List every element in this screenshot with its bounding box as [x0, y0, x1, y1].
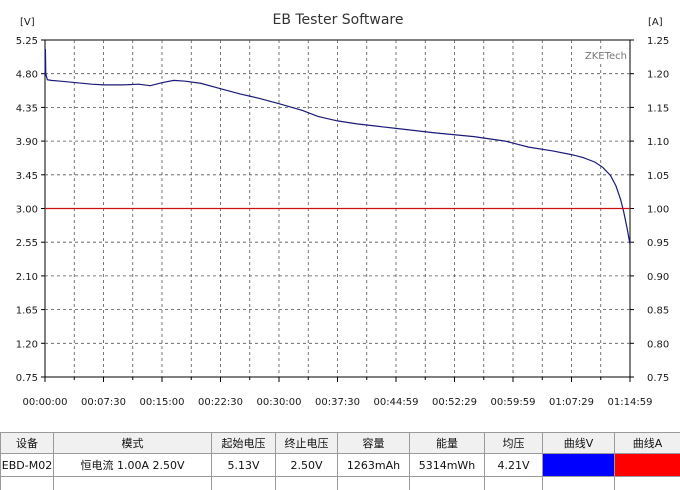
left-tick-label: 0.75: [16, 373, 38, 384]
curve-a-color-swatch[interactable]: [615, 454, 680, 477]
right-tick-label: 0.80: [647, 339, 669, 350]
left-tick-label: 1.65: [16, 306, 38, 317]
x-tick-label: 01:14:59: [608, 397, 653, 408]
right-tick-label: 0.90: [647, 272, 669, 283]
right-axis-labels: 1.25 1.20 1.15 1.10 1.05 1.00 0.95 0.90 0.85 0.80…: [647, 36, 669, 384]
table-row[interactable]: EBD-M02 恒电流 1.00A 2.50V 5.13V 2.50V 1263…: [1, 454, 680, 477]
right-unit-label: [A]: [648, 17, 663, 28]
voltage-current-chart: EB Tester Software [V] [A] ZKETech 5.25 4…: [0, 0, 680, 432]
header-mode: 模式: [54, 433, 212, 454]
right-tick-label: 1.05: [647, 171, 669, 182]
header-device: 设备: [1, 433, 54, 454]
cell-device: EBD-M02: [1, 454, 54, 477]
left-axis-labels: 5.25 4.80 4.35 3.90 3.45 3.00 2.55 2.10 1.65 1.20…: [16, 36, 38, 384]
table-header-row: 设备 模式 起始电压 终止电压 容量 能量 均压 曲线V 曲线A: [1, 433, 680, 454]
left-tick-label: 3.90: [16, 137, 38, 148]
cell-mode: 恒电流 1.00A 2.50V: [54, 454, 212, 477]
header-capacity: 容量: [338, 433, 410, 454]
header-avg-voltage: 均压: [485, 433, 543, 454]
right-tick-label: 1.25: [647, 36, 669, 47]
cell-capacity: 1263mAh: [338, 454, 410, 477]
right-tick-label: 0.75: [647, 373, 669, 384]
left-tick-label: 5.25: [16, 36, 38, 47]
empty-row: [1, 477, 680, 490]
curve-v-color-swatch[interactable]: [543, 454, 615, 477]
left-tick-label: 2.10: [16, 272, 38, 283]
watermark-label: ZKETech: [585, 51, 627, 62]
left-tick-label: 2.55: [16, 238, 38, 249]
cell-energy: 5314mWh: [410, 454, 485, 477]
header-energy: 能量: [410, 433, 485, 454]
x-tick-label: 00:07:30: [81, 397, 126, 408]
x-tick-label: 00:37:30: [315, 397, 360, 408]
left-tick-label: 3.00: [16, 205, 38, 216]
header-curve-v[interactable]: 曲线V: [543, 433, 615, 454]
header-curve-a[interactable]: 曲线A: [615, 433, 680, 454]
right-tick-label: 1.15: [647, 103, 669, 114]
left-unit-label: [V]: [20, 17, 35, 28]
x-tick-label: 00:22:30: [198, 397, 243, 408]
right-tick-label: 1.20: [647, 70, 669, 81]
info-table: 设备 模式 起始电压 终止电压 容量 能量 均压 曲线V 曲线A EBD-M02…: [0, 432, 680, 490]
x-axis-labels: 00:00:00 00:07:30 00:15:00 00:22:30 00:30:00…: [23, 397, 653, 408]
x-tick-label: 00:30:00: [257, 397, 302, 408]
left-tick-label: 1.20: [16, 339, 38, 350]
right-tick-label: 0.85: [647, 306, 669, 317]
right-tick-label: 1.10: [647, 137, 669, 148]
x-tick-label: 00:52:29: [432, 397, 477, 408]
header-start-voltage: 起始电压: [212, 433, 276, 454]
cell-avg-voltage: 4.21V: [485, 454, 543, 477]
x-tick-label: 01:07:29: [549, 397, 594, 408]
chart-title: EB Tester Software: [272, 12, 403, 28]
right-tick-label: 0.95: [647, 238, 669, 249]
header-end-voltage: 终止电压: [276, 433, 338, 454]
left-tick-label: 4.80: [16, 70, 38, 81]
cell-start-voltage: 5.13V: [212, 454, 276, 477]
x-tick-label: 00:00:00: [23, 397, 68, 408]
right-tick-label: 1.00: [647, 205, 669, 216]
left-tick-label: 4.35: [16, 103, 38, 114]
cell-end-voltage: 2.50V: [276, 454, 338, 477]
x-tick-label: 00:44:59: [374, 397, 419, 408]
x-tick-label: 00:15:00: [140, 397, 185, 408]
x-tick-label: 00:59:59: [491, 397, 536, 408]
chart-area: EB Tester Software [V] [A] ZKETech 5.25 4…: [0, 0, 680, 432]
left-tick-label: 3.45: [16, 171, 38, 182]
